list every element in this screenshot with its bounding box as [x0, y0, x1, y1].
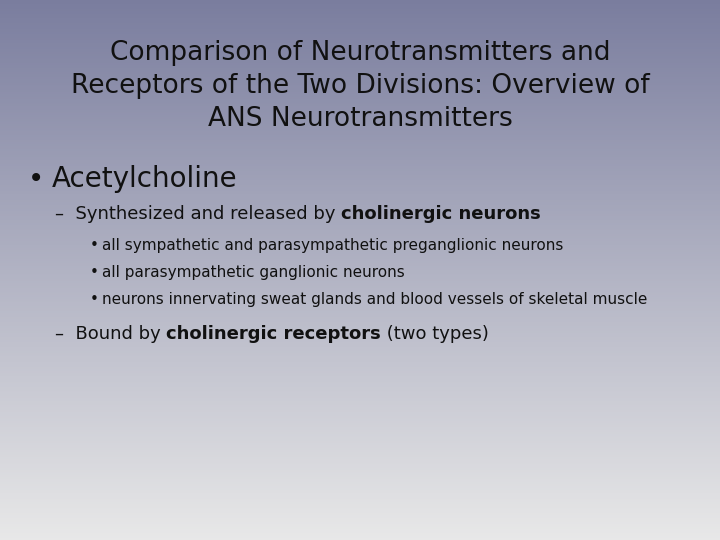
Text: (two types): (two types) — [382, 325, 489, 343]
Text: –  Bound by: – Bound by — [55, 325, 166, 343]
Text: •: • — [90, 292, 99, 307]
Text: all sympathetic and parasympathetic preganglionic neurons: all sympathetic and parasympathetic preg… — [102, 238, 563, 253]
Text: Comparison of Neurotransmitters and
Receptors of the Two Divisions: Overview of
: Comparison of Neurotransmitters and Rece… — [71, 40, 649, 132]
Text: •: • — [90, 265, 99, 280]
Text: •: • — [90, 238, 99, 253]
Text: Acetylcholine: Acetylcholine — [52, 165, 238, 193]
Text: •: • — [28, 165, 44, 193]
Text: –  Synthesized and released by: – Synthesized and released by — [55, 205, 341, 223]
Text: cholinergic receptors: cholinergic receptors — [166, 325, 382, 343]
Text: neurons innervating sweat glands and blood vessels of skeletal muscle: neurons innervating sweat glands and blo… — [102, 292, 647, 307]
Text: all parasympathetic ganglionic neurons: all parasympathetic ganglionic neurons — [102, 265, 405, 280]
Text: cholinergic neurons: cholinergic neurons — [341, 205, 541, 223]
